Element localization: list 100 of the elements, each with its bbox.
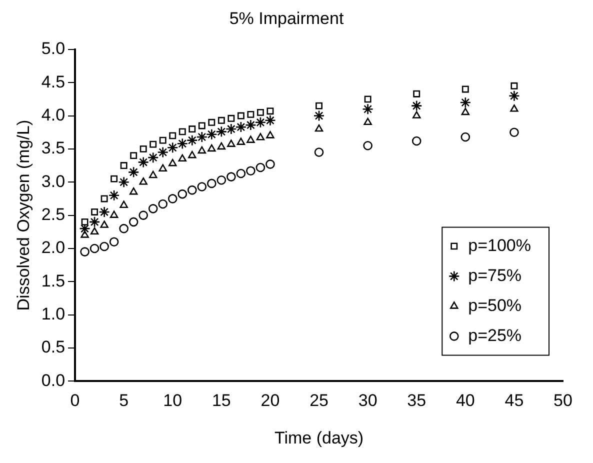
point	[81, 218, 88, 226]
point	[159, 136, 166, 144]
x-tick-label: 25	[310, 391, 328, 410]
x-tick-label: 45	[504, 391, 524, 410]
point	[235, 121, 247, 133]
point	[510, 104, 518, 112]
x-tick-label: 50	[554, 391, 572, 410]
point	[166, 142, 178, 154]
point	[198, 122, 206, 130]
point	[226, 123, 237, 135]
point	[226, 172, 236, 182]
point	[91, 208, 98, 216]
point	[178, 154, 186, 162]
point	[314, 124, 324, 132]
x-tick-label: 0	[70, 391, 80, 410]
legend-label: p=25%	[468, 326, 522, 345]
point	[314, 148, 324, 157]
point	[157, 146, 169, 158]
point	[110, 175, 118, 182]
point	[460, 132, 470, 142]
point	[169, 132, 176, 140]
point	[120, 200, 128, 208]
x-tick-label: 35	[407, 391, 426, 410]
point	[130, 152, 138, 160]
x-tick-label: 30	[358, 391, 378, 410]
point	[266, 160, 275, 169]
y-tick-label: 4.5	[41, 72, 66, 92]
point	[128, 217, 138, 227]
y-tick-label: 3.5	[41, 138, 66, 158]
legend-label: p=100%	[468, 236, 532, 255]
x-tick-label: 40	[456, 391, 475, 410]
point	[100, 220, 108, 228]
point	[237, 112, 244, 120]
point	[207, 178, 216, 188]
point	[168, 158, 177, 166]
point	[510, 82, 518, 90]
point	[100, 195, 108, 202]
point	[246, 166, 256, 176]
point	[100, 242, 109, 252]
point	[216, 126, 228, 138]
point	[110, 210, 118, 218]
point	[150, 140, 157, 148]
point	[364, 118, 372, 126]
point	[178, 128, 186, 136]
point	[120, 162, 128, 170]
point	[176, 138, 188, 150]
point	[129, 187, 138, 195]
point	[363, 140, 372, 150]
point	[138, 210, 148, 220]
point	[462, 86, 469, 93]
y-tick-label: 1.0	[41, 304, 66, 324]
point	[266, 131, 274, 138]
point	[313, 110, 325, 122]
y-tick-label: 4.0	[41, 105, 66, 124]
point	[461, 108, 470, 116]
point	[138, 156, 149, 168]
point	[119, 224, 128, 234]
point	[245, 119, 256, 131]
point	[147, 152, 159, 164]
point	[412, 136, 422, 146]
point	[254, 116, 266, 128]
y-tick-label: 0.0	[41, 370, 66, 390]
point	[236, 168, 246, 178]
point	[187, 185, 197, 195]
point	[168, 194, 178, 204]
point	[198, 146, 206, 154]
point	[247, 110, 254, 118]
point	[109, 237, 119, 246]
point	[362, 103, 374, 115]
y-tick-label: 2.5	[41, 204, 66, 224]
point	[148, 204, 158, 214]
chart-title: 5% Impairment	[229, 8, 344, 28]
point	[90, 244, 100, 254]
point	[188, 150, 196, 158]
point	[216, 175, 226, 185]
point	[256, 108, 264, 116]
point	[208, 118, 216, 126]
point	[217, 142, 226, 150]
point	[227, 140, 236, 147]
point	[90, 227, 99, 235]
x-axis-title: Time (days)	[274, 428, 364, 448]
y-tick-label: 3.0	[41, 172, 66, 191]
point	[256, 162, 266, 172]
y-tick-label: 5.0	[41, 39, 66, 58]
point	[412, 111, 421, 118]
y-tick-label: 2.0	[41, 238, 66, 258]
point	[197, 182, 207, 192]
point	[128, 166, 140, 178]
point	[206, 128, 218, 140]
point	[196, 131, 208, 143]
point	[158, 164, 167, 172]
x-tick-label: 5	[119, 391, 129, 410]
x-tick-label: 20	[260, 391, 280, 410]
point	[236, 138, 246, 145]
point	[208, 144, 216, 152]
point	[186, 134, 198, 146]
point	[148, 170, 158, 178]
point	[413, 90, 420, 98]
point	[510, 128, 519, 137]
point	[188, 126, 196, 133]
